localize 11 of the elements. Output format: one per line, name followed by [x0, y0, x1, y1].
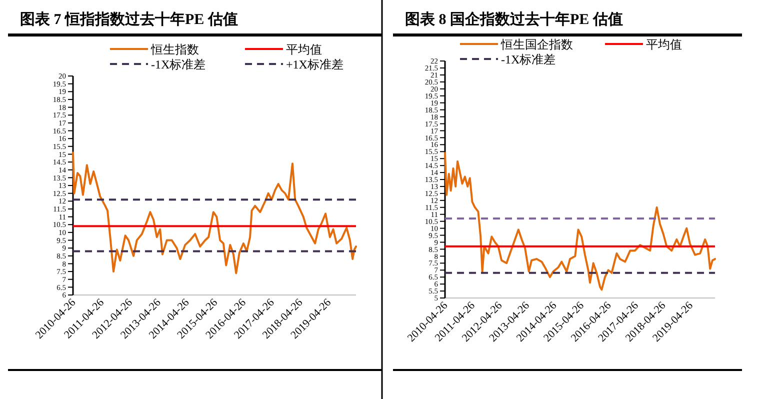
line-series — [444, 152, 716, 291]
chart-title: 图表 8 国企指数过去十年PE 估值 — [405, 11, 623, 28]
legend-label: 平均值 — [646, 38, 682, 52]
legend-label: -1X标准差 — [151, 58, 206, 72]
line-series — [72, 152, 357, 274]
legend-label: 平均值 — [286, 42, 322, 56]
legend-label: +1X标准差 — [286, 58, 344, 72]
chart-title: 图表 7 恒指指数过去十年PE 估值 — [20, 11, 238, 28]
legend-label: 恒生国企指数 — [500, 38, 573, 52]
legend-label: 恒生指数 — [150, 42, 199, 56]
legend-label: -1X标准差 — [501, 52, 556, 66]
